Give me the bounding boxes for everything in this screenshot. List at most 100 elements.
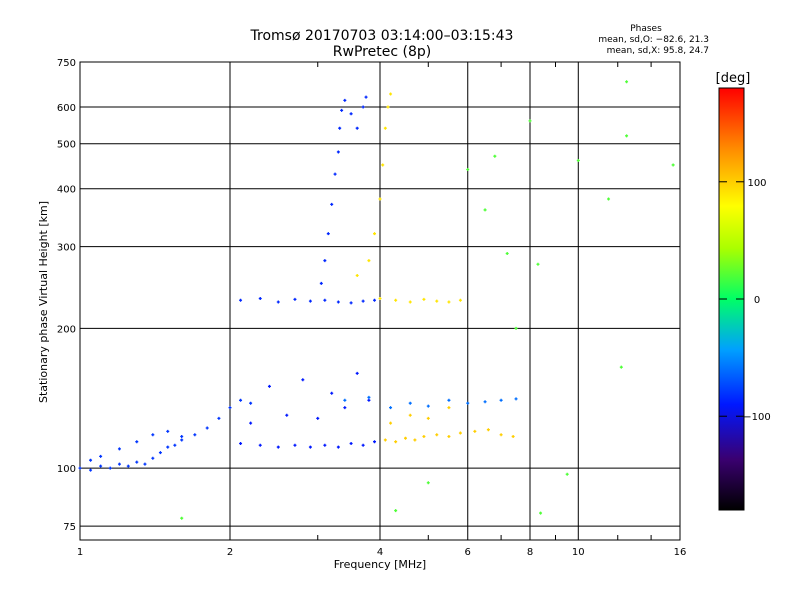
data-point	[408, 300, 412, 304]
x-tick-label: 4	[377, 547, 383, 558]
data-point	[285, 413, 289, 417]
data-point	[671, 163, 675, 167]
data-point	[239, 441, 243, 445]
y-tick-label: 75	[63, 522, 76, 533]
data-point	[499, 433, 503, 437]
y-tick-label: 200	[57, 324, 76, 335]
data-point	[389, 92, 393, 96]
data-point	[408, 401, 412, 405]
data-point	[249, 421, 253, 425]
data-point	[386, 105, 390, 109]
data-point	[336, 445, 340, 449]
data-point	[180, 516, 184, 520]
data-point	[373, 440, 377, 444]
data-point	[505, 252, 509, 256]
data-point	[99, 454, 103, 458]
phases-line-x: mean, sd,X: 95.8, 24.7	[607, 46, 709, 56]
phases-title: Phases	[630, 24, 662, 34]
data-point	[330, 202, 334, 206]
data-point	[355, 274, 359, 278]
data-point	[394, 298, 398, 302]
data-point	[511, 434, 515, 438]
data-point	[249, 401, 253, 405]
data-point	[447, 300, 451, 304]
data-point	[293, 297, 297, 301]
data-point	[426, 481, 430, 485]
data-point	[422, 434, 426, 438]
data-point	[323, 259, 327, 263]
data-point	[426, 416, 430, 420]
data-point	[239, 298, 243, 302]
data-point	[336, 150, 340, 154]
data-point	[151, 433, 155, 437]
x-tick-label: 2	[227, 547, 233, 558]
data-point	[528, 119, 532, 123]
data-point	[422, 297, 426, 301]
data-point	[539, 511, 543, 515]
data-point	[435, 299, 439, 303]
data-point	[126, 464, 130, 468]
data-point	[343, 406, 347, 410]
data-point	[293, 443, 297, 447]
y-tick-label: 500	[57, 140, 76, 151]
y-axis-label: Stationary phase Virtual Height [km]	[37, 201, 50, 403]
data-point	[117, 447, 121, 451]
data-point	[514, 326, 518, 330]
data-point	[473, 429, 477, 433]
y-tick-label: 400	[57, 185, 76, 196]
colorbar-ticks: 100 0 −100	[719, 178, 771, 423]
data-point	[205, 426, 209, 430]
data-point	[173, 443, 177, 447]
data-point	[239, 398, 243, 402]
data-point	[483, 208, 487, 212]
data-point	[180, 434, 184, 438]
data-point	[361, 299, 365, 303]
data-point	[619, 365, 623, 369]
data-point	[447, 434, 451, 438]
data-point	[378, 197, 382, 201]
data-point	[135, 460, 139, 464]
data-point	[117, 462, 121, 466]
data-point	[135, 440, 139, 444]
colorbar-tick-label: −100	[743, 412, 770, 423]
data-point	[381, 163, 385, 167]
data-point	[367, 395, 371, 399]
data-point	[367, 398, 371, 402]
data-point	[349, 441, 353, 445]
data-point	[447, 406, 451, 410]
data-point	[466, 167, 470, 171]
data-point	[361, 105, 365, 109]
data-point	[394, 440, 398, 444]
data-point	[378, 296, 382, 300]
grid-lines	[80, 62, 680, 540]
data-point	[499, 398, 503, 402]
data-point	[193, 433, 197, 437]
data-point	[355, 371, 359, 375]
y-tick-label: 600	[57, 103, 76, 114]
data-point	[267, 384, 271, 388]
data-point	[89, 468, 93, 472]
data-point	[435, 433, 439, 437]
data-points	[78, 80, 675, 520]
y-tick-label: 100	[57, 464, 76, 475]
data-point	[338, 126, 342, 130]
data-point	[333, 172, 337, 176]
data-point	[383, 438, 387, 442]
colorbar-tick-label: 100	[747, 178, 766, 189]
data-point	[143, 462, 147, 466]
x-tick-label: 16	[674, 547, 687, 558]
y-tick-label: 300	[57, 243, 76, 254]
data-point	[514, 397, 518, 401]
data-point	[483, 400, 487, 404]
data-point	[308, 445, 312, 449]
phases-line-o: mean, sd,O: −82.6, 21.3	[598, 35, 709, 45]
data-point	[319, 281, 323, 285]
data-point	[403, 436, 407, 440]
data-point	[389, 406, 393, 410]
data-point	[394, 509, 398, 513]
data-point	[447, 398, 451, 402]
data-point	[383, 126, 387, 130]
data-point	[349, 112, 353, 116]
colorbar-label: [deg]	[716, 71, 751, 86]
